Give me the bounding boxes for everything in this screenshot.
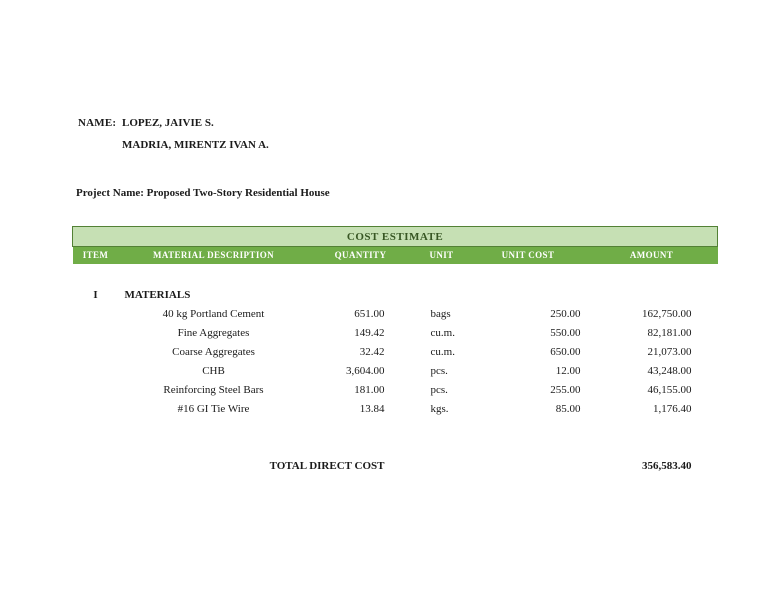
unit-cell: cu.m.: [430, 327, 455, 339]
unit-cost-cell: 255.00: [550, 384, 581, 396]
amount-cell: 46,155.00: [647, 384, 692, 396]
description-cell: Coarse Aggregates: [172, 346, 255, 358]
amount-cell: 43,248.00: [647, 365, 692, 377]
unit-cell: pcs.: [430, 365, 448, 377]
amount-cell: [586, 286, 718, 305]
table-row: #16 GI Tie Wire 13.84 kgs. 85.00 1,176.4…: [73, 400, 718, 419]
name-entry: MADRIA, MIRENTZ IVAN A.: [122, 139, 269, 151]
unit-cell: bags: [430, 308, 451, 320]
unit-cell: cu.m.: [430, 346, 455, 358]
section-label: MATERIALS: [124, 289, 191, 301]
qty-cell: 3,604.00: [346, 365, 385, 377]
item-cell: [73, 305, 119, 324]
item-cell: [73, 400, 119, 419]
unit-cost-cell: 12.00: [555, 365, 581, 377]
unit-cell: pcs.: [430, 384, 448, 396]
spacer-row: [73, 264, 718, 286]
qty-cell: 651.00: [354, 308, 385, 320]
amount-cell: 21,073.00: [647, 346, 692, 358]
unit-cost-cell: [471, 457, 586, 476]
description-cell: #16 GI Tie Wire: [177, 403, 250, 415]
item-cell: [73, 343, 119, 362]
unit-cell: [413, 457, 471, 476]
qty-cell: 13.84: [359, 403, 385, 415]
unit-cost-cell: 650.00: [550, 346, 581, 358]
table-header-row: ITEM MATERIAL DESCRIPTION QUANTITY UNIT …: [72, 246, 718, 264]
unit-cost-cell: [471, 286, 586, 305]
table-row: Reinforcing Steel Bars 181.00 pcs. 255.0…: [73, 381, 718, 400]
item-cell: [73, 362, 119, 381]
project-name-line: Project Name: Proposed Two-Story Residen…: [76, 187, 330, 199]
description-cell: 40 kg Portland Cement: [162, 308, 265, 320]
spacer-row: [73, 419, 718, 457]
column-header-unit: UNIT: [412, 246, 471, 264]
qty-cell: 149.42: [354, 327, 385, 339]
amount-cell: 82,181.00: [647, 327, 692, 339]
section-item-number: I: [93, 289, 98, 301]
table-row: 40 kg Portland Cement 651.00 bags 250.00…: [73, 305, 718, 324]
qty-cell: 181.00: [354, 384, 385, 396]
table-row: Fine Aggregates 149.42 cu.m. 550.00 82,1…: [73, 324, 718, 343]
name-block: NAME: LOPEZ, JAIVIE S. MADRIA, MIRENTZ I…: [78, 112, 269, 156]
column-header-quantity: QUANTITY: [308, 246, 413, 264]
total-row: TOTAL DIRECT COST 356,583.40: [73, 457, 718, 476]
qty-cell: 32.42: [359, 346, 385, 358]
table-row: Coarse Aggregates 32.42 cu.m. 650.00 21,…: [73, 343, 718, 362]
amount-cell: 162,750.00: [642, 308, 692, 320]
column-header-unit-cost: UNIT COST: [470, 246, 586, 264]
item-cell: [73, 457, 119, 476]
name-list: LOPEZ, JAIVIE S. MADRIA, MIRENTZ IVAN A.: [122, 112, 269, 156]
description-cell: CHB: [202, 365, 225, 377]
column-header-item: ITEM: [72, 246, 119, 264]
name-label: NAME:: [78, 117, 117, 129]
table-title-row: COST ESTIMATE: [71, 226, 719, 247]
unit-cost-cell: 250.00: [550, 308, 581, 320]
unit-cost-cell: 85.00: [555, 403, 581, 415]
description-cell: Reinforcing Steel Bars: [163, 384, 264, 396]
table-title: COST ESTIMATE: [71, 226, 719, 247]
item-cell: [73, 324, 119, 343]
item-cell: [73, 381, 119, 400]
unit-cell: kgs.: [430, 403, 449, 415]
unit-cell: [413, 286, 471, 305]
unit-cost-cell: 550.00: [550, 327, 581, 339]
table-row: CHB 3,604.00 pcs. 12.00 43,248.00: [73, 362, 718, 381]
description-cell: Fine Aggregates: [177, 327, 250, 339]
amount-cell: 1,176.40: [653, 403, 692, 415]
total-amount: 356,583.40: [642, 460, 692, 472]
qty-cell: [309, 286, 413, 305]
column-header-material-description: MATERIAL DESCRIPTION: [118, 246, 309, 264]
section-row: I MATERIALS: [73, 286, 718, 305]
name-entry: LOPEZ, JAIVIE S.: [122, 117, 214, 129]
column-header-amount: AMOUNT: [585, 246, 718, 264]
cost-estimate-table: COST ESTIMATE ITEM MATERIAL DESCRIPTION …: [71, 226, 719, 476]
total-label: TOTAL DIRECT COST: [269, 460, 385, 472]
